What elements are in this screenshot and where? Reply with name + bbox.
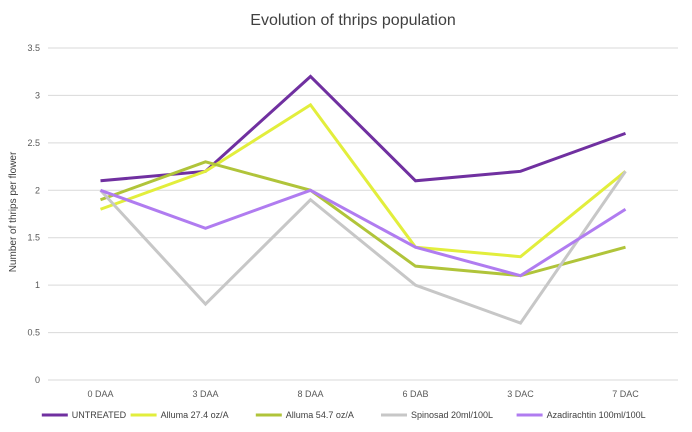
series-line (100, 74, 627, 183)
y-axis-label: Number of thrips per flower (8, 151, 19, 272)
gridlines (48, 47, 678, 381)
x-tick-label: 8 DAA (297, 389, 323, 399)
legend-item: UNTREATED (41, 410, 127, 420)
legend-label: Alluma 54.7 oz/A (286, 410, 354, 420)
series-line (99, 188, 627, 278)
legend-label: Azadirachtin 100ml/100L (547, 410, 646, 420)
x-tick-label: 0 DAA (87, 389, 113, 399)
legend-item: Alluma 54.7 oz/A (255, 410, 354, 420)
series-line (99, 170, 627, 325)
y-tick-label: 2 (35, 185, 40, 195)
series-line (99, 160, 626, 278)
series-lines (99, 74, 627, 325)
legend: UNTREATED Alluma 27.4 oz/A Alluma 54.7 oz/… (41, 410, 646, 420)
x-axis-ticks: 0 DAA 3 DAA 8 DAA 6 DAB 3 DAC 7 DAC (87, 389, 639, 399)
y-axis-ticks: 0 0.5 1 1.5 2 2.5 3 3.5 (27, 43, 40, 385)
x-tick-label: 7 DAC (612, 389, 639, 399)
legend-label: Alluma 27.4 oz/A (161, 410, 229, 420)
legend-label: Spinosad 20ml/100L (411, 410, 493, 420)
legend-item: Azadirachtin 100ml/100L (516, 410, 646, 420)
chart-title: Evolution of thrips population (250, 12, 455, 29)
legend-item: Alluma 27.4 oz/A (130, 410, 229, 420)
x-tick-label: 6 DAB (402, 389, 428, 399)
legend-item: Spinosad 20ml/100L (381, 410, 493, 420)
y-tick-label: 3.5 (27, 43, 40, 53)
y-tick-label: 1.5 (27, 233, 40, 243)
x-tick-label: 3 DAC (507, 389, 534, 399)
y-tick-label: 1 (35, 280, 40, 290)
legend-label: UNTREATED (72, 410, 127, 420)
y-tick-label: 0 (35, 375, 40, 385)
x-tick-label: 3 DAA (192, 389, 218, 399)
y-tick-label: 3 (35, 90, 40, 100)
series-line (99, 102, 627, 259)
y-tick-label: 0.5 (27, 328, 40, 338)
y-tick-label: 2.5 (27, 138, 40, 148)
